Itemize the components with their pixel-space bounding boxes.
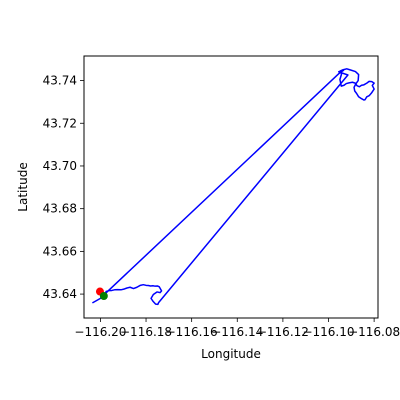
- y-tick-label: 43.68: [43, 202, 77, 216]
- x-tick-label: −116.10: [302, 325, 354, 339]
- y-tick-label: 43.70: [43, 159, 77, 173]
- y-tick-label: 43.64: [43, 287, 77, 301]
- x-axis-label: Longitude: [201, 347, 261, 361]
- x-tick-label: −116.20: [74, 325, 126, 339]
- y-tick-label: 43.66: [43, 244, 77, 258]
- x-axis-ticks: −116.20−116.18−116.16−116.14−116.12−116.…: [74, 318, 400, 339]
- y-axis-ticks: 43.64 43.66 43.68 43.70 43.72 43.74: [43, 74, 84, 301]
- points-layer: [95, 287, 108, 301]
- y-axis-label: Latitude: [16, 162, 30, 211]
- plot-area: [84, 56, 378, 318]
- marker-point: [99, 292, 108, 301]
- series-line: [92, 68, 375, 306]
- x-tick-label: −116.14: [211, 325, 263, 339]
- x-tick-label: −116.16: [166, 325, 218, 339]
- y-tick-label: 43.74: [43, 74, 77, 88]
- x-tick-label: −116.18: [120, 325, 172, 339]
- x-tick-label: −116.08: [348, 325, 400, 339]
- plot-frame: [83, 55, 379, 319]
- series-layer: [92, 68, 375, 306]
- y-tick-label: 43.72: [43, 116, 77, 130]
- x-tick-label: −116.12: [257, 325, 309, 339]
